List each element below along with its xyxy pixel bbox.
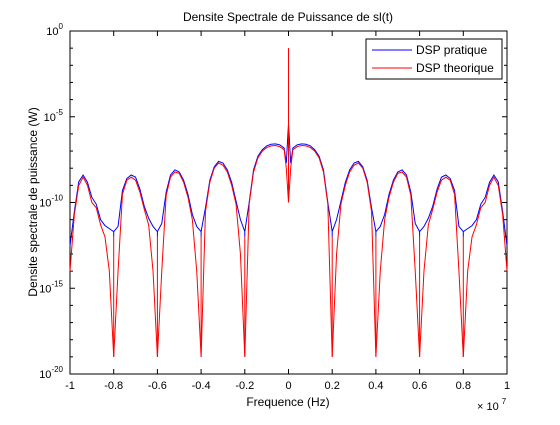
series-layer <box>69 48 508 357</box>
x-tick-label: -0.4 <box>192 380 211 392</box>
x-tick-label: 0.4 <box>368 380 383 392</box>
x-tick-label: 0.6 <box>412 380 427 392</box>
x-tick-label: 0.2 <box>325 380 340 392</box>
y-tick-label: 10-20 <box>39 365 63 381</box>
x-tick-label: -0.6 <box>148 380 167 392</box>
x-multiplier-exponent: 7 <box>502 397 507 406</box>
y-tick-label: 10-10 <box>39 194 63 210</box>
y-axis-label: Densite spectrale de puissance (W) <box>26 107 40 296</box>
legend-box <box>365 38 503 80</box>
x-tick-label: -0.8 <box>104 380 123 392</box>
x-tick-label: 0.8 <box>456 380 471 392</box>
x-tick-label: -0.2 <box>235 380 254 392</box>
y-tick-label: 10-15 <box>39 279 63 295</box>
x-axis-label: Frequence (Hz) <box>246 395 329 409</box>
chart-title: Densite Spectrale de Puissance de sl(t) <box>183 10 393 24</box>
legend: DSP pratique DSP theorique <box>365 38 503 80</box>
x-tick-label: 1 <box>504 380 510 392</box>
axis-ticks: -1 -0.8 -0.6 -0.4 -0.2 0 0.2 0.4 0.6 0.8 1 10-20 10-… <box>39 22 510 392</box>
x-multiplier: × 10 7 <box>477 397 507 413</box>
y-tick-label: 100 <box>46 22 63 38</box>
legend-label-dsp-theorique: DSP theorique <box>416 61 494 75</box>
legend-label-dsp-pratique: DSP pratique <box>416 43 487 57</box>
x-multiplier-base: × 10 <box>477 401 499 413</box>
x-tick-label: 0 <box>285 380 291 392</box>
x-tick-label: -1 <box>65 380 75 392</box>
y-tick-label: 10-5 <box>44 108 64 124</box>
